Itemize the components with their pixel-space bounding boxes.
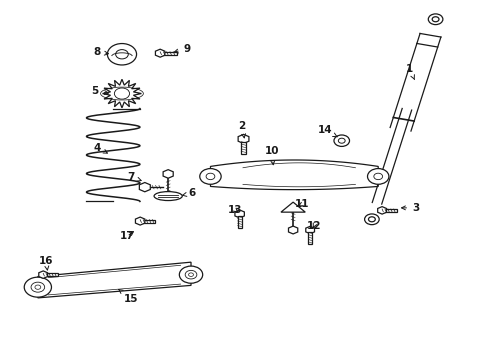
- Text: 17: 17: [119, 231, 134, 242]
- Text: 16: 16: [39, 256, 53, 270]
- Circle shape: [114, 88, 129, 99]
- Circle shape: [200, 168, 221, 184]
- Text: 4: 4: [94, 143, 107, 153]
- Polygon shape: [135, 217, 144, 225]
- Bar: [241, 142, 245, 154]
- Bar: [381, 209, 396, 212]
- Bar: [307, 232, 311, 244]
- Bar: [237, 216, 241, 228]
- Circle shape: [205, 173, 214, 180]
- Bar: [160, 52, 176, 55]
- Text: 12: 12: [306, 221, 321, 231]
- Circle shape: [364, 214, 378, 225]
- Circle shape: [333, 135, 349, 147]
- Bar: [43, 273, 58, 276]
- Text: 7: 7: [127, 172, 141, 182]
- Circle shape: [116, 50, 128, 59]
- Text: 13: 13: [227, 204, 242, 215]
- Circle shape: [367, 168, 388, 184]
- Circle shape: [24, 277, 51, 297]
- Text: 8: 8: [93, 47, 108, 57]
- Circle shape: [338, 138, 345, 143]
- Circle shape: [107, 44, 136, 65]
- Circle shape: [373, 173, 382, 180]
- Text: 6: 6: [182, 188, 196, 198]
- Text: 14: 14: [317, 125, 337, 137]
- Circle shape: [427, 14, 442, 24]
- Circle shape: [185, 270, 197, 279]
- Bar: [140, 220, 155, 222]
- Circle shape: [35, 285, 41, 289]
- Polygon shape: [102, 79, 141, 108]
- Circle shape: [179, 266, 202, 283]
- Circle shape: [368, 217, 374, 222]
- Circle shape: [188, 273, 193, 276]
- Polygon shape: [281, 202, 305, 212]
- Polygon shape: [38, 262, 191, 298]
- Circle shape: [431, 17, 438, 22]
- Polygon shape: [238, 134, 248, 144]
- Polygon shape: [210, 160, 377, 190]
- Text: 3: 3: [401, 203, 418, 213]
- Text: 2: 2: [238, 121, 245, 138]
- Circle shape: [31, 282, 44, 292]
- Polygon shape: [305, 226, 314, 234]
- Polygon shape: [39, 271, 47, 278]
- Polygon shape: [234, 210, 244, 218]
- Text: 15: 15: [119, 289, 138, 303]
- Text: 10: 10: [264, 147, 279, 165]
- Text: 9: 9: [174, 44, 190, 54]
- Polygon shape: [377, 207, 386, 214]
- Text: 5: 5: [91, 86, 108, 96]
- Ellipse shape: [154, 192, 182, 201]
- Text: 11: 11: [294, 199, 308, 209]
- Polygon shape: [155, 49, 164, 57]
- Text: 1: 1: [406, 64, 414, 80]
